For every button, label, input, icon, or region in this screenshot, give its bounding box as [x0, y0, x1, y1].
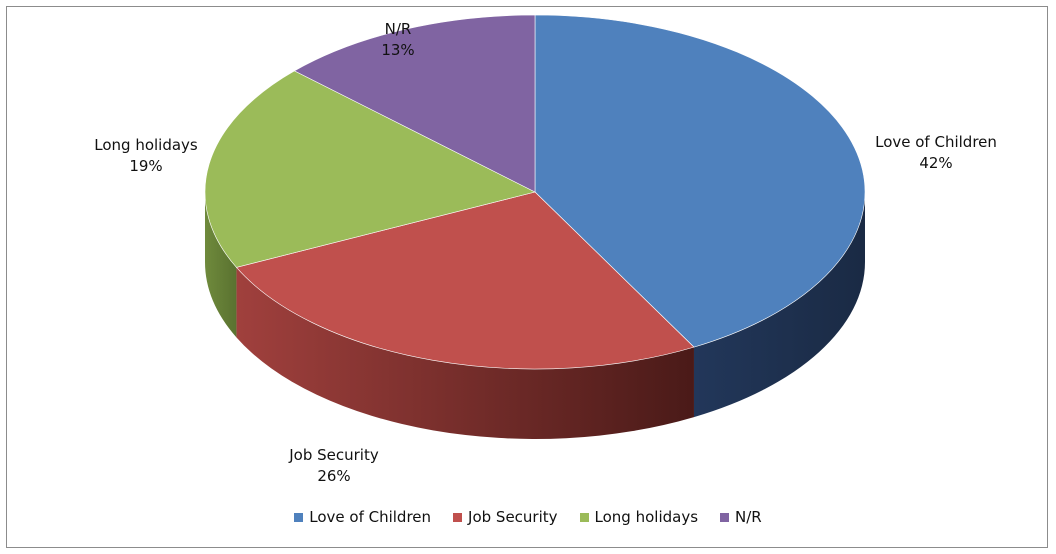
legend-label: Long holidays — [594, 508, 699, 526]
legend-label: N/R — [735, 508, 762, 526]
pie-value-label-job-security: 26% — [317, 467, 350, 485]
legend-swatch — [579, 512, 589, 522]
pie-side-long-holidays — [205, 192, 237, 338]
legend-item-long-holidays: Long holidays — [579, 508, 699, 526]
pie-slice-job-security — [235, 191, 695, 370]
pie-slice-long-holidays — [204, 70, 536, 268]
pie-label-nr: N/R — [385, 20, 412, 38]
legend-swatch — [294, 512, 304, 522]
pie-value-label-nr: 13% — [381, 41, 414, 59]
chart-legend: Love of Children Job Security Long holid… — [0, 508, 1056, 526]
legend-item-nr: N/R — [720, 508, 762, 526]
pie-side-job-security — [236, 267, 694, 440]
legend-item-job-security: Job Security — [453, 508, 558, 526]
pie-slice-nr — [293, 14, 536, 193]
legend-label: Job Security — [468, 508, 558, 526]
legend-label: Love of Children — [309, 508, 432, 526]
pie-slice-love-of-children — [534, 14, 866, 348]
pie-value-label-long-holidays: 19% — [129, 157, 162, 175]
pie-label-job-security: Job Security — [288, 446, 379, 464]
legend-item-love-of-children: Love of Children — [294, 508, 431, 526]
legend-swatch — [453, 512, 463, 522]
legend-swatch — [720, 512, 730, 522]
pie-side-love-of-children — [693, 192, 865, 418]
pie-label-love-of-children: Love of Children — [875, 133, 997, 151]
pie-label-long-holidays: Long holidays — [94, 136, 198, 154]
pie-value-label-love-of-children: 42% — [919, 154, 952, 172]
